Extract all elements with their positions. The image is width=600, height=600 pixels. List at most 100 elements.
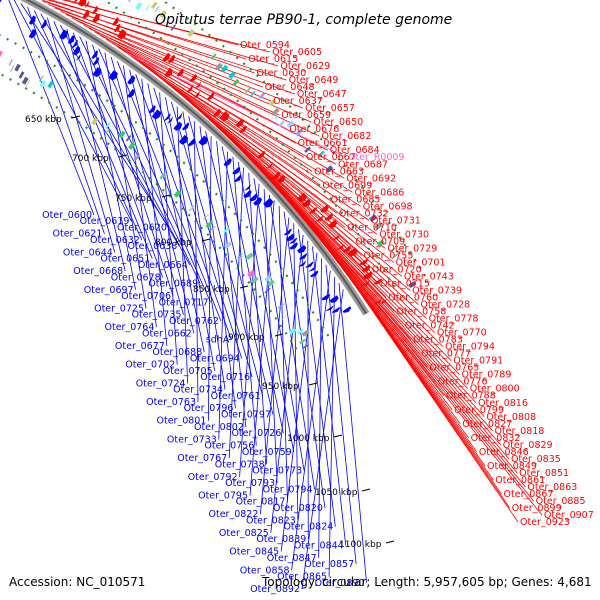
- gene-label-oter_0687: Oter_0687: [338, 159, 388, 170]
- reverse-gene-61: [244, 184, 252, 191]
- tick-mark-8: [361, 488, 371, 492]
- gene-label-oter_0796: Oter_0796: [184, 403, 234, 414]
- gene-label-oter_0759: Oter_0759: [242, 447, 292, 458]
- category-block-56: [268, 98, 277, 107]
- gene-label-oter_0697: Oter_0697: [84, 285, 134, 296]
- gene-label-sdha: sdhA: [206, 335, 230, 346]
- gene-label-oter_0763: Oter_0763: [146, 397, 196, 408]
- gene-label-oter_0773: Oter_0773: [252, 466, 302, 477]
- gene-label-oter_0793: Oter_0793: [225, 478, 275, 489]
- category-block-19: [14, 63, 21, 72]
- reverse-gene-59: [234, 174, 242, 183]
- leader-oter_0823: [293, 223, 299, 521]
- gene-label-oter_0858: Oter_0858: [240, 565, 290, 576]
- reverse-gene-47: [173, 121, 183, 131]
- gene-label-oter_0800: Oter_0800: [470, 384, 520, 395]
- forward-gene-29: [112, 17, 119, 26]
- gene-label-oter_0758: Oter_0758: [396, 307, 446, 318]
- forward-gene-74: [327, 219, 338, 229]
- leader-oter_0800: [273, 182, 469, 389]
- gene-label-oter_0777: Oter_0777: [421, 349, 471, 360]
- forward-gene-54: [239, 125, 247, 134]
- leader-oter_0716: [170, 101, 253, 378]
- reverse-gene-58: [232, 166, 241, 175]
- gene-label-oter_0808: Oter_0808: [486, 412, 536, 423]
- gene-label-oter_0739: Oter_0739: [412, 286, 462, 297]
- gene-label-oter_0794: Oter_0794: [263, 484, 313, 495]
- forward-gene-53: [235, 118, 245, 128]
- category-block-82: [374, 222, 383, 231]
- tick-mark-4: [239, 285, 249, 289]
- gene-label-oter_0829: Oter_0829: [503, 440, 553, 451]
- category-block-38: [170, 24, 177, 31]
- forward-gene-45: [195, 81, 202, 89]
- gene-label-oter_0706: Oter_0706: [121, 291, 171, 302]
- gene-label-oter_0844: Oter_0844: [294, 540, 344, 551]
- leader-oter_0778: [226, 134, 427, 319]
- gene-label-oter_0667: Oter_0667: [306, 152, 356, 163]
- forward-gene-67: [296, 192, 308, 203]
- gene-label-oter_0677: Oter_0677: [115, 341, 165, 352]
- tick-mark-7: [333, 434, 343, 438]
- reverse-gene-76: [298, 261, 307, 267]
- forward-gene-79: [342, 245, 351, 253]
- category-block-69: [224, 241, 232, 249]
- gene-label-oter_0799: Oter_0799: [454, 405, 504, 416]
- gene-label-oter_0791: Oter_0791: [453, 356, 503, 367]
- category-block-80: [264, 287, 271, 294]
- leader-oter_0629: [46, 0, 279, 67]
- gene-label-oter_r0009: Oter_R0009: [348, 152, 404, 163]
- gene-label-oter_0867: Oter_0867: [504, 489, 554, 500]
- forward-gene-85: [361, 280, 370, 287]
- reverse-gene-84: [329, 295, 339, 303]
- gene-label-oter_0760: Oter_0760: [388, 293, 438, 304]
- gene-label-oter_0663: Oter_0663: [314, 166, 364, 177]
- gene-label-oter_0801: Oter_0801: [157, 416, 207, 427]
- tick-label-4: 850 kbp: [193, 285, 230, 295]
- leader-oter_0857: [325, 264, 357, 565]
- gene-label-oter_0630: Oter_0630: [256, 68, 306, 79]
- gene-label-oter_0820: Oter_0820: [273, 503, 323, 514]
- reverse-gene-44: [164, 113, 171, 121]
- gene-label-oter_0890: Oter_0890: [315, 578, 365, 589]
- leader-oter_0688: [147, 83, 205, 353]
- leader-oter_0734: [182, 111, 226, 390]
- gene-label-oter_0735: Oter_0735: [132, 310, 182, 321]
- reverse-gene-26: [72, 45, 81, 56]
- gene-label-oter_0701: Oter_0701: [396, 257, 446, 268]
- leader-oter_0738: [248, 172, 268, 465]
- leader-oter_0802: [216, 141, 247, 427]
- tick-label-6: 950 kbp: [262, 382, 299, 392]
- gene-label-oter_0686: Oter_0686: [354, 187, 404, 198]
- gene-labels: Oter_0594Oter_0605Oter_0615Oter_0629Oter…: [42, 40, 594, 595]
- map-title: Opitutus terrae PB90-1, complete genome: [155, 12, 452, 28]
- gene-label-oter_0664: Oter_0664: [138, 260, 188, 271]
- category-block-22: [26, 79, 31, 86]
- forward-gene-44: [186, 84, 194, 93]
- gene-label-oter_0755: Oter_0755: [364, 250, 414, 261]
- leader-oter_0632: [33, 10, 143, 241]
- reverse-gene-16: [28, 15, 36, 25]
- forward-gene-23: [84, 0, 90, 9]
- gene-label-oter_0825: Oter_0825: [219, 528, 269, 539]
- reverse-gene-50: [187, 138, 196, 147]
- gene-label-oter_0692: Oter_0692: [346, 173, 396, 184]
- gene-label-oter_0738: Oter_0738: [215, 459, 265, 470]
- topology-text: Topology: circular; Length: 5,957,605 bp…: [261, 575, 592, 589]
- tick-mark-0: [71, 115, 81, 119]
- reverse-gene-46: [176, 113, 183, 121]
- tick-mark-9: [385, 540, 395, 544]
- gene-label-oter_0776: Oter_0776: [438, 377, 488, 388]
- category-block-24: [39, 75, 44, 82]
- tick-labels: 650 kbp 700 kbp 750 kbp 800 kbp 850 kbp 900 k…: [25, 115, 395, 550]
- tick-mark-6: [308, 382, 318, 386]
- gene-label-oter_0685: Oter_0685: [331, 194, 381, 205]
- leader-oter_0733: [218, 151, 228, 440]
- gene-label-oter_0699: Oter_0699: [322, 180, 372, 191]
- reverse-gene-27: [76, 53, 81, 61]
- category-block-39: [105, 121, 111, 129]
- gene-label-oter_0824: Oter_0824: [283, 522, 333, 533]
- leader-oter_0663: [116, 46, 313, 172]
- forward-gene-39: [164, 67, 173, 78]
- category-block-64: [205, 221, 213, 229]
